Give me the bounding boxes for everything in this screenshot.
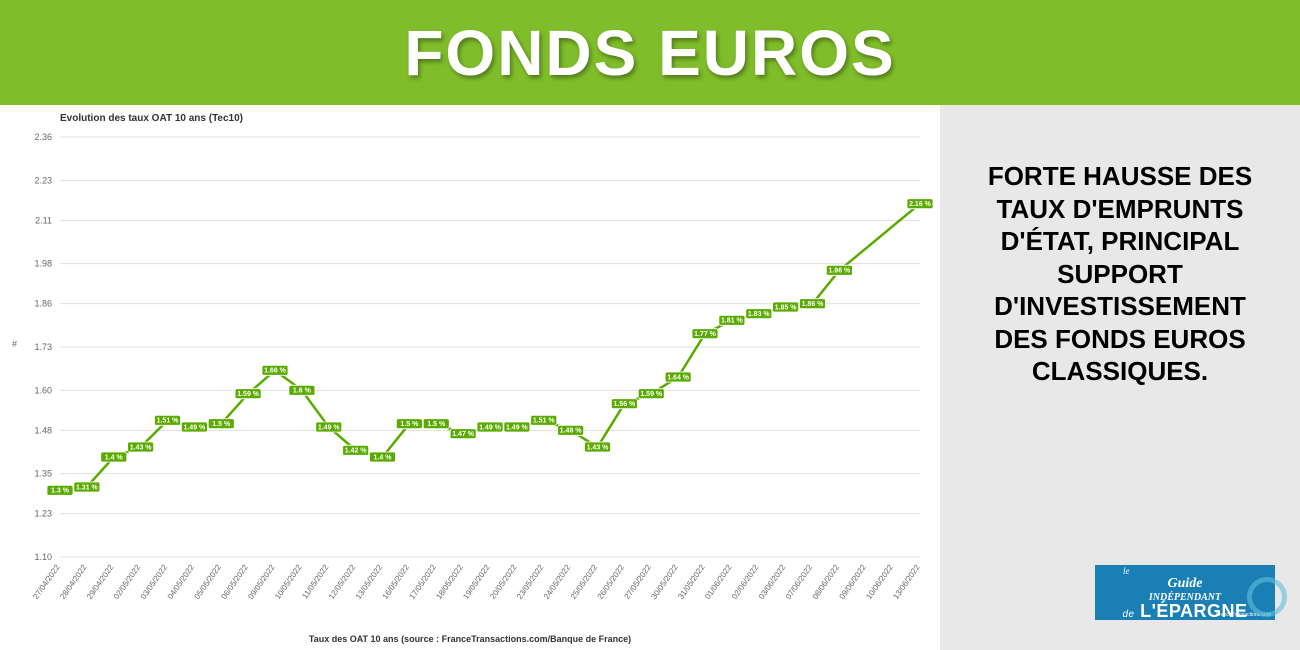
svg-text:23/05/2022: 23/05/2022 [515,563,546,601]
svg-text:24/05/2022: 24/05/2022 [542,563,573,601]
svg-text:1.51 %: 1.51 % [157,418,180,425]
svg-text:27/04/2022: 27/04/2022 [31,563,62,601]
svg-text:1.56 %: 1.56 % [613,401,636,408]
svg-text:1.86: 1.86 [34,299,52,309]
logo-line2: Guide [1168,576,1203,592]
svg-text:09/05/2022: 09/05/2022 [246,563,277,601]
line-chart: 1.10 1.23 1.35 1.48 1.60 1.73 1.86 1.98 2.11 2.23… [0,127,940,627]
svg-text:31/05/2022: 31/05/2022 [676,563,707,601]
svg-text:12/05/2022: 12/05/2022 [327,563,358,601]
svg-text:17/05/2022: 17/05/2022 [408,563,439,601]
svg-text:10/05/2022: 10/05/2022 [273,563,304,601]
svg-text:30/05/2022: 30/05/2022 [649,563,680,601]
svg-text:1.5 %: 1.5 % [400,421,419,428]
svg-text:13/05/2022: 13/05/2022 [354,563,385,601]
svg-text:1.86 %: 1.86 % [802,301,825,308]
svg-text:1.48: 1.48 [34,425,52,435]
side-panel: FORTE HAUSSE DES TAUX D'EMPRUNTS D'ÉTAT,… [940,105,1300,650]
svg-text:01/06/2022: 01/06/2022 [703,563,734,601]
svg-text:09/06/2022: 09/06/2022 [838,563,869,601]
logo-sub: FranceTransactions.com [1216,612,1271,618]
svg-text:1.49 %: 1.49 % [183,424,206,431]
chart-caption: Taux des OAT 10 ans (source : FranceTran… [309,634,631,644]
svg-text:05/05/2022: 05/05/2022 [193,563,224,601]
svg-text:29/04/2022: 29/04/2022 [85,563,116,601]
svg-text:1.23: 1.23 [34,509,52,519]
svg-text:1.83 %: 1.83 % [748,311,771,318]
svg-text:13/06/2022: 13/06/2022 [891,563,922,601]
svg-text:1.49 %: 1.49 % [479,424,502,431]
svg-text:02/06/2022: 02/06/2022 [730,563,761,601]
svg-text:1.42 %: 1.42 % [345,448,368,455]
svg-text:1.48 %: 1.48 % [560,428,583,435]
header-bar: FONDS EUROS [0,0,1300,105]
svg-text:1.49 %: 1.49 % [318,424,341,431]
svg-text:1.60: 1.60 [34,385,52,395]
svg-text:11/05/2022: 11/05/2022 [300,563,330,601]
svg-text:16/05/2022: 16/05/2022 [381,563,412,601]
svg-text:1.98: 1.98 [34,259,52,269]
svg-text:1.59 %: 1.59 % [640,391,663,398]
svg-text:07/06/2022: 07/06/2022 [784,563,815,601]
svg-text:1.5 %: 1.5 % [427,421,446,428]
svg-text:2.16 %: 2.16 % [909,201,932,208]
svg-text:1.43 %: 1.43 % [587,444,610,451]
svg-text:1.49 %: 1.49 % [506,424,529,431]
svg-text:03/06/2022: 03/06/2022 [757,563,788,601]
headline-text: FORTE HAUSSE DES TAUX D'EMPRUNTS D'ÉTAT,… [965,160,1275,388]
svg-text:20/05/2022: 20/05/2022 [488,563,519,601]
svg-text:1.77 %: 1.77 % [694,331,717,338]
svg-text:03/05/2022: 03/05/2022 [139,563,170,601]
svg-text:1.4 %: 1.4 % [105,454,124,461]
content-row: Evolution des taux OAT 10 ans (Tec10) 1.… [0,105,1300,650]
svg-text:18/05/2022: 18/05/2022 [434,563,465,601]
svg-text:1.59 %: 1.59 % [237,391,260,398]
svg-text:10/06/2022: 10/06/2022 [864,563,895,601]
svg-text:1.35: 1.35 [34,469,52,479]
svg-text:28/04/2022: 28/04/2022 [58,563,89,601]
svg-text:1.3 %: 1.3 % [51,488,70,495]
svg-text:1.5 %: 1.5 % [212,421,231,428]
brand-logo: le Guide INDÉPENDANT de L'ÉPARGNE France… [1095,565,1275,620]
svg-text:1.43 %: 1.43 % [130,444,153,451]
svg-text:19/05/2022: 19/05/2022 [461,563,492,601]
svg-text:2.36: 2.36 [34,132,52,142]
svg-text:1.73: 1.73 [34,342,52,352]
logo-line1: le [1123,566,1130,576]
logo-badge: le Guide INDÉPENDANT de L'ÉPARGNE France… [1095,565,1275,620]
svg-text:1.47 %: 1.47 % [452,431,475,438]
svg-text:1.4 %: 1.4 % [374,454,393,461]
svg-text:1.81 %: 1.81 % [721,318,744,325]
svg-text:25/05/2022: 25/05/2022 [569,563,600,601]
svg-text:1.31 %: 1.31 % [76,484,99,491]
svg-text:02/05/2022: 02/05/2022 [112,563,143,601]
chart-subtitle: Evolution des taux OAT 10 ans (Tec10) [60,113,243,124]
chart-panel: Evolution des taux OAT 10 ans (Tec10) 1.… [0,105,940,650]
svg-text:1.51 %: 1.51 % [533,418,556,425]
svg-text:1.6 %: 1.6 % [293,388,312,395]
page-title: FONDS EUROS [404,16,895,90]
svg-text:1.66 %: 1.66 % [264,368,287,375]
svg-text:2.11: 2.11 [35,215,52,225]
svg-text:2.23: 2.23 [34,175,52,185]
svg-text:08/06/2022: 08/06/2022 [811,563,842,601]
svg-text:27/05/2022: 27/05/2022 [623,563,654,601]
svg-text:#: # [12,339,17,349]
svg-text:1.85 %: 1.85 % [775,304,798,311]
svg-text:1.64 %: 1.64 % [667,374,690,381]
svg-text:1.96 %: 1.96 % [828,268,851,275]
svg-text:26/05/2022: 26/05/2022 [596,563,627,601]
svg-text:06/05/2022: 06/05/2022 [219,563,250,601]
svg-text:1.10: 1.10 [34,552,52,562]
svg-text:04/05/2022: 04/05/2022 [166,563,197,601]
